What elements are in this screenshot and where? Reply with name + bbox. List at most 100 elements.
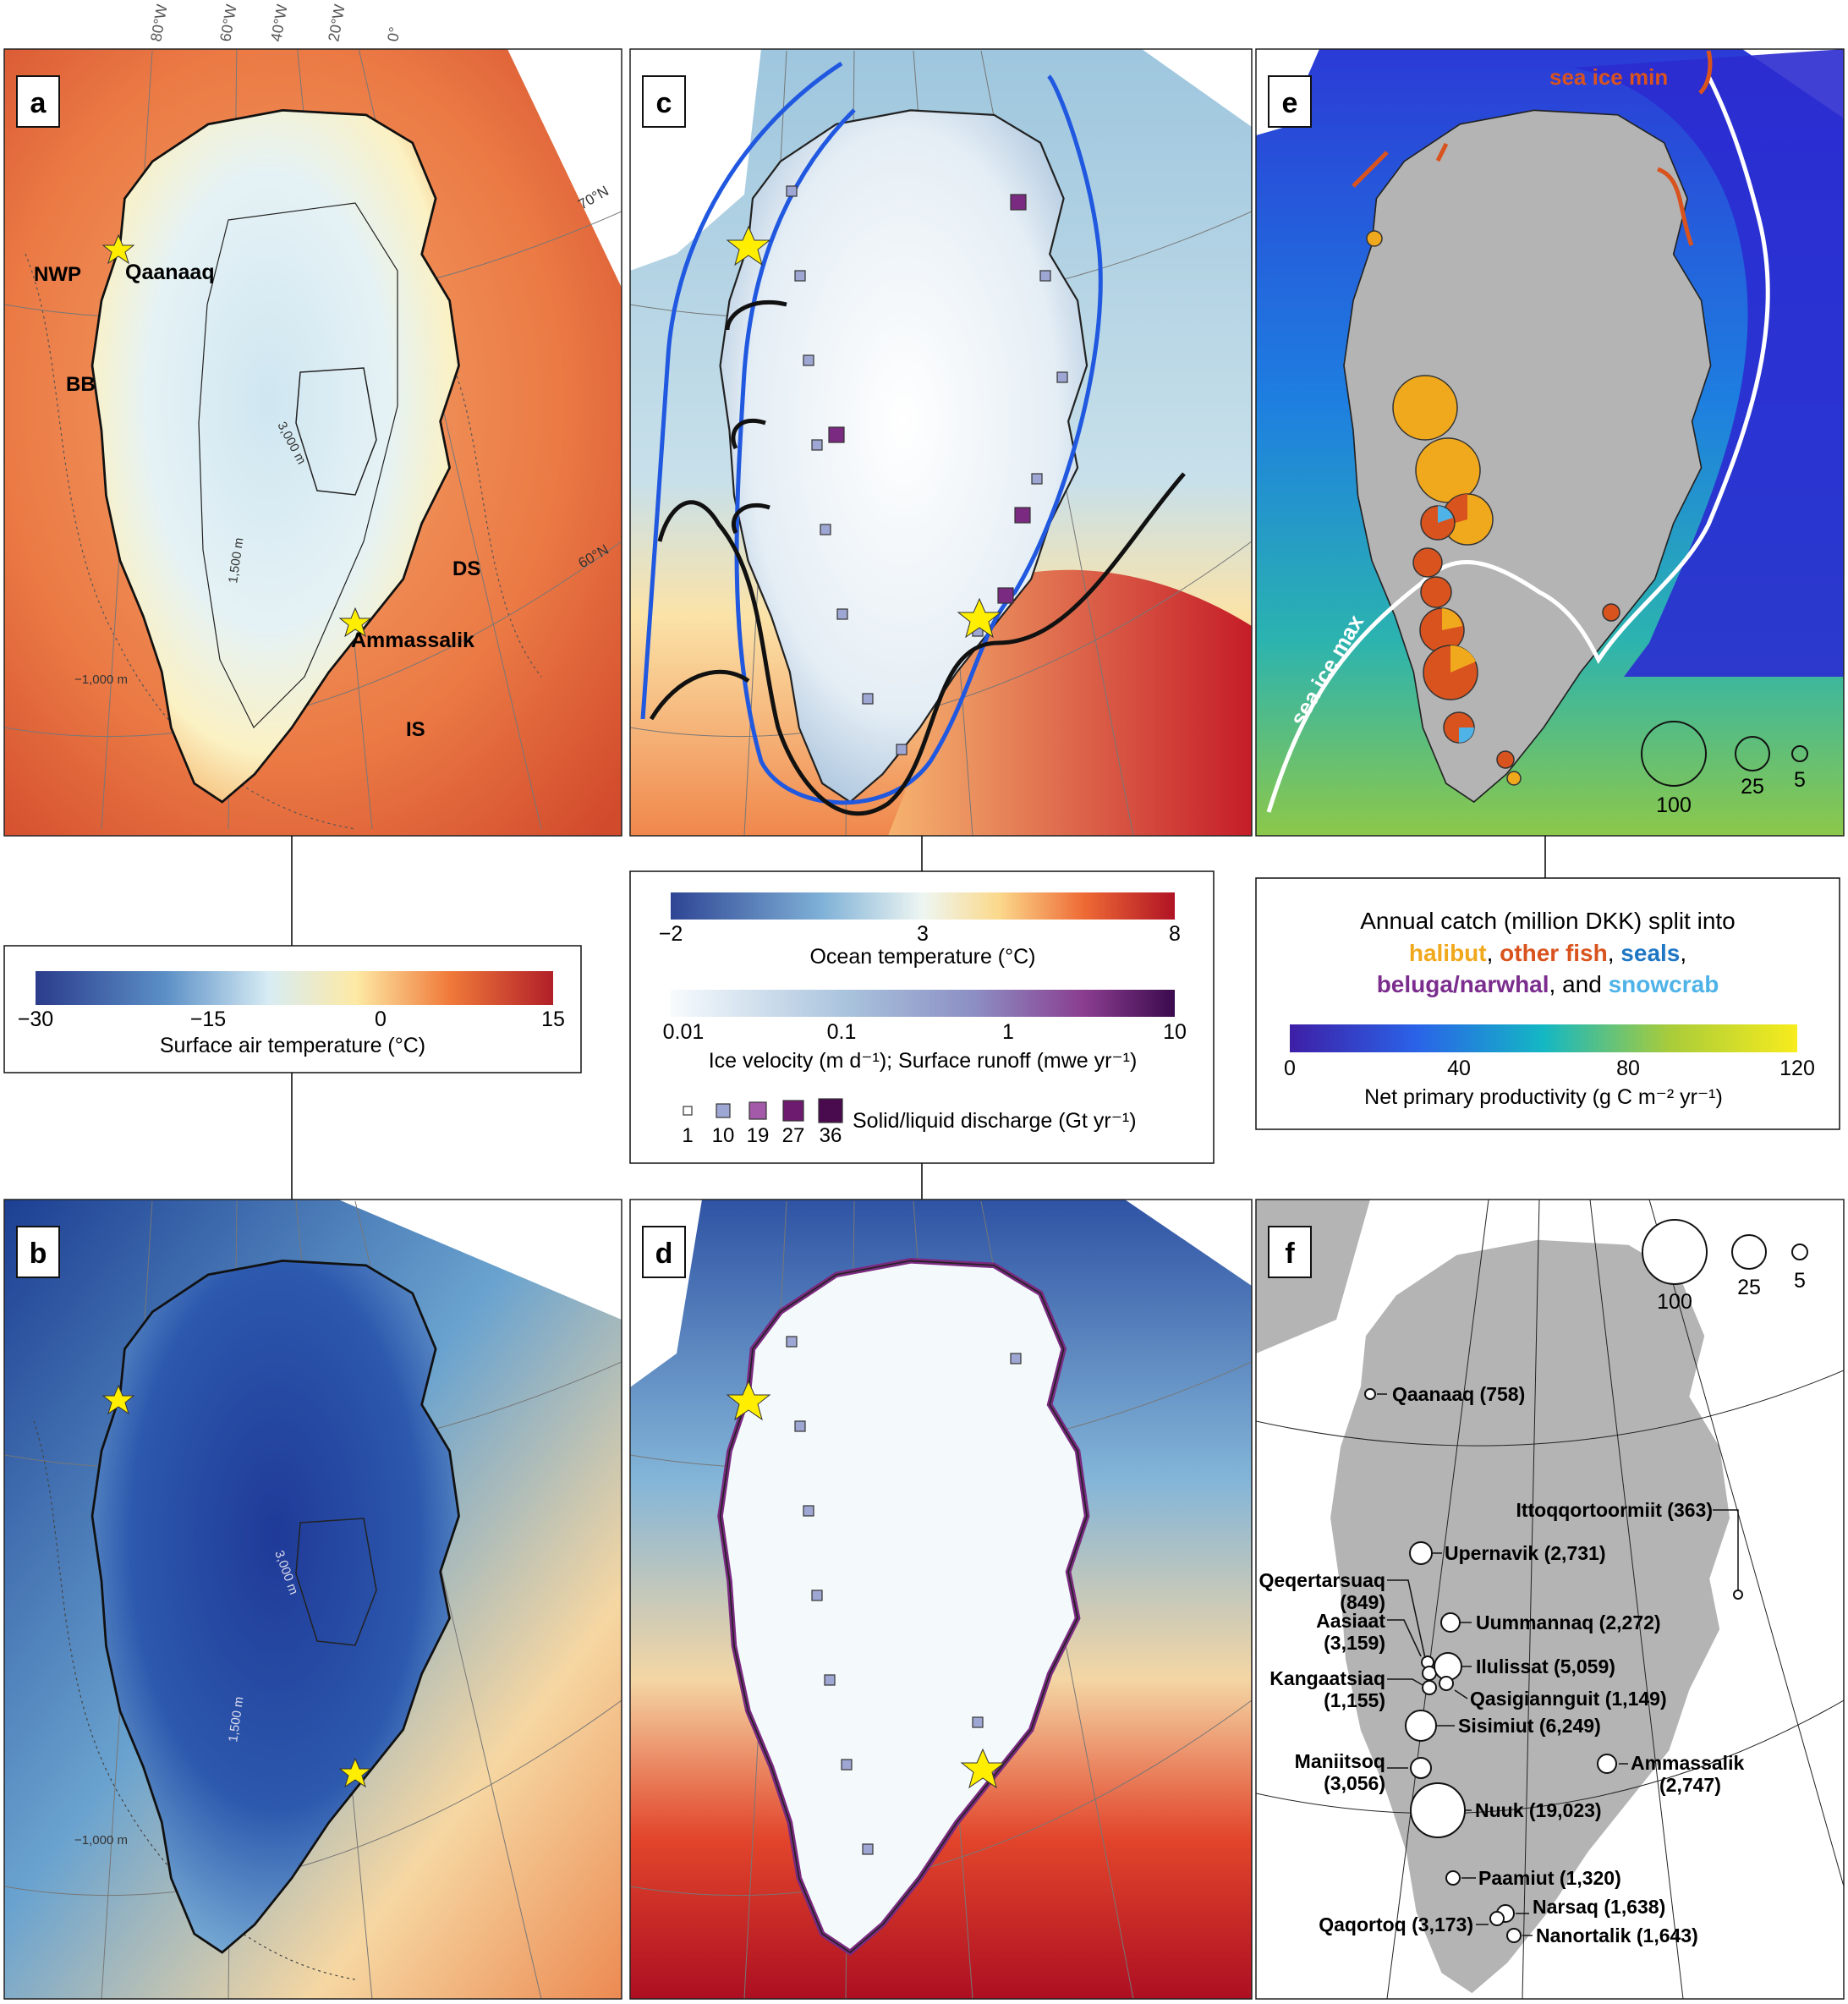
ice-velocity-label: Ice velocity (m d⁻¹); Surface runoff (mw… xyxy=(709,1049,1138,1073)
catch-pies xyxy=(1366,230,1620,786)
place-label-ammassalik: Ammassalik xyxy=(351,629,474,652)
size-legend-f-25: 25 xyxy=(1737,1276,1761,1299)
region-label-bb: BB xyxy=(66,373,96,396)
air-temp-legend: −30 −15 0 15 Surface air temperature (°C… xyxy=(3,945,582,1073)
panel-c xyxy=(630,49,1252,836)
vel-tick-3: 10 xyxy=(1163,1020,1187,1044)
npp-tick-120: 120 xyxy=(1779,1057,1815,1080)
ocean-ice-legend: −2 3 8 Ocean temperature (°C) 0.01 0.1 1… xyxy=(629,870,1215,1164)
size-legend-f-100: 100 xyxy=(1657,1290,1692,1314)
town-qaqortoq: Qaqortoq (3,173) xyxy=(1319,1913,1473,1935)
region-label-nwp: NWP xyxy=(34,263,81,286)
discharge-val-10: 10 xyxy=(712,1124,735,1147)
sea-ice-max-line xyxy=(1266,74,1770,813)
graticule-label-80w: 80°W xyxy=(147,3,170,43)
ocean-tick-0: −2 xyxy=(659,922,683,946)
ocean-tick-2: 8 xyxy=(1169,922,1181,946)
qaanaaq-star-b xyxy=(101,1384,135,1415)
catch-sep2: , xyxy=(1608,940,1621,966)
air-tick-2: 0 xyxy=(375,1007,387,1031)
catch-legend-line1: Annual catch (million DKK) split into xyxy=(1360,908,1736,934)
ocean-tick-1: 3 xyxy=(917,922,929,946)
graticule-label-40w: 40°W xyxy=(267,3,290,43)
town-upernavik: Upernavik (2,731) xyxy=(1445,1542,1605,1564)
vel-tick-1: 0.1 xyxy=(827,1020,857,1044)
discharge-val-27: 27 xyxy=(782,1124,805,1147)
panel-b xyxy=(4,1200,622,1999)
panel-d xyxy=(630,1200,1252,1999)
catch-npp-legend: Annual catch (million DKK) split into ha… xyxy=(1255,877,1840,1130)
svg-text:halibut, other fish, seals,: halibut, other fish, seals, xyxy=(1409,940,1686,966)
panel-d-letter: d xyxy=(655,1238,673,1270)
catch-seals: seals xyxy=(1620,940,1680,966)
town-circles xyxy=(1364,1388,1743,1943)
panel-a xyxy=(4,49,622,836)
town-qaanaaq: Qaanaaq (758) xyxy=(1392,1383,1525,1405)
catch-sep4: , and xyxy=(1549,971,1609,997)
panel-f xyxy=(1256,1200,1844,1999)
region-label-is: IS xyxy=(406,718,425,741)
ammassalik-star-c xyxy=(957,597,1002,639)
town-sisimiut: Sisimiut (6,249) xyxy=(1458,1715,1601,1737)
catch-sep1: , xyxy=(1487,940,1500,966)
ammassalik-star-b xyxy=(338,1757,372,1788)
town-maniitsoq: Maniitsoq xyxy=(1295,1750,1385,1772)
discharge-val-1: 1 xyxy=(682,1124,693,1147)
graticule-label-60w: 60°W xyxy=(217,3,239,43)
town-aasiaat-pop: (3,159) xyxy=(1324,1632,1385,1654)
town-qeqertarsuaq: Qeqertarsuaq xyxy=(1259,1569,1385,1591)
ocean-temp-label: Ocean temperature (°C) xyxy=(809,945,1035,969)
vel-tick-2: 1 xyxy=(1002,1020,1014,1044)
town-aasiaat: Aasiaat xyxy=(1316,1610,1385,1632)
town-paamiut: Paamiut (1,320) xyxy=(1478,1867,1621,1889)
qaanaaq-star-c xyxy=(726,225,771,266)
panel-c-letter: c xyxy=(656,87,672,119)
panel-b-letter: b xyxy=(30,1238,47,1270)
town-ilulissat: Ilulissat (5,059) xyxy=(1476,1655,1615,1677)
panel-a-letter: a xyxy=(30,87,47,119)
discharge-label: Solid/liquid discharge (Gt yr⁻¹) xyxy=(853,1109,1137,1133)
panel-f-letter: f xyxy=(1285,1238,1295,1270)
town-ammassalik-pop: (2,747) xyxy=(1659,1774,1721,1796)
discharge-val-19: 19 xyxy=(747,1124,770,1147)
size-legend-e-5: 5 xyxy=(1794,768,1806,792)
sea-ice-min-label: sea ice min xyxy=(1549,64,1668,90)
graticule-label-0: 0° xyxy=(384,25,403,42)
town-nanortalik: Nanortalik (1,643) xyxy=(1536,1924,1698,1946)
npp-tick-0: 0 xyxy=(1284,1057,1296,1080)
town-qasigiannguit: Qasigiannguit (1,149) xyxy=(1470,1688,1667,1710)
qaanaaq-star-d xyxy=(726,1380,771,1421)
air-tick-0: −30 xyxy=(18,1007,53,1031)
panel-e-letter: e xyxy=(1282,87,1298,119)
catch-sep3: , xyxy=(1680,940,1686,966)
qaanaaq-star xyxy=(101,233,135,265)
town-kangaatsiaq-pop: (1,155) xyxy=(1324,1689,1385,1711)
contour-label-neg1000-b: −1,000 m xyxy=(74,1833,128,1848)
catch-snowcrab: snowcrab xyxy=(1609,971,1719,997)
size-legend-e-100: 100 xyxy=(1656,793,1692,817)
town-maniitsoq-pop: (3,056) xyxy=(1324,1772,1385,1794)
town-qeqertarsuaq-pop: (849) xyxy=(1340,1591,1385,1613)
air-tick-3: 15 xyxy=(541,1007,565,1031)
air-tick-1: −15 xyxy=(190,1007,226,1031)
town-kangaatsiaq: Kangaatsiaq xyxy=(1269,1667,1385,1689)
town-ittoqqortoormiit: Ittoqqortoormiit (363) xyxy=(1516,1499,1713,1521)
ammassalik-star xyxy=(338,607,372,638)
discharge-val-36: 36 xyxy=(820,1124,842,1147)
sea-ice-min-line xyxy=(1657,50,1713,246)
npp-tick-80: 80 xyxy=(1616,1057,1640,1080)
place-label-qaanaaq: Qaanaaq xyxy=(125,261,215,284)
contour-label-neg1000: −1,000 m xyxy=(74,673,128,687)
svg-text:beluga/narwhal, and snowcrab: beluga/narwhal, and snowcrab xyxy=(1377,971,1719,997)
npp-label: Net primary productivity (g C m⁻² yr⁻¹) xyxy=(1364,1085,1723,1109)
town-uummannaq: Uummannaq (2,272) xyxy=(1476,1611,1661,1633)
graticule-label-20w: 20°W xyxy=(325,3,348,43)
town-nuuk: Nuuk (19,023) xyxy=(1475,1799,1602,1821)
catch-halibut: halibut xyxy=(1409,940,1487,966)
catch-other-fish: other fish xyxy=(1500,940,1608,966)
ammassalik-star-d xyxy=(960,1748,1006,1789)
region-label-ds: DS xyxy=(452,557,480,580)
size-legend-f-5: 5 xyxy=(1794,1269,1806,1293)
size-legend-e-25: 25 xyxy=(1741,775,1764,799)
town-ammassalik: Ammassalik xyxy=(1631,1752,1744,1774)
